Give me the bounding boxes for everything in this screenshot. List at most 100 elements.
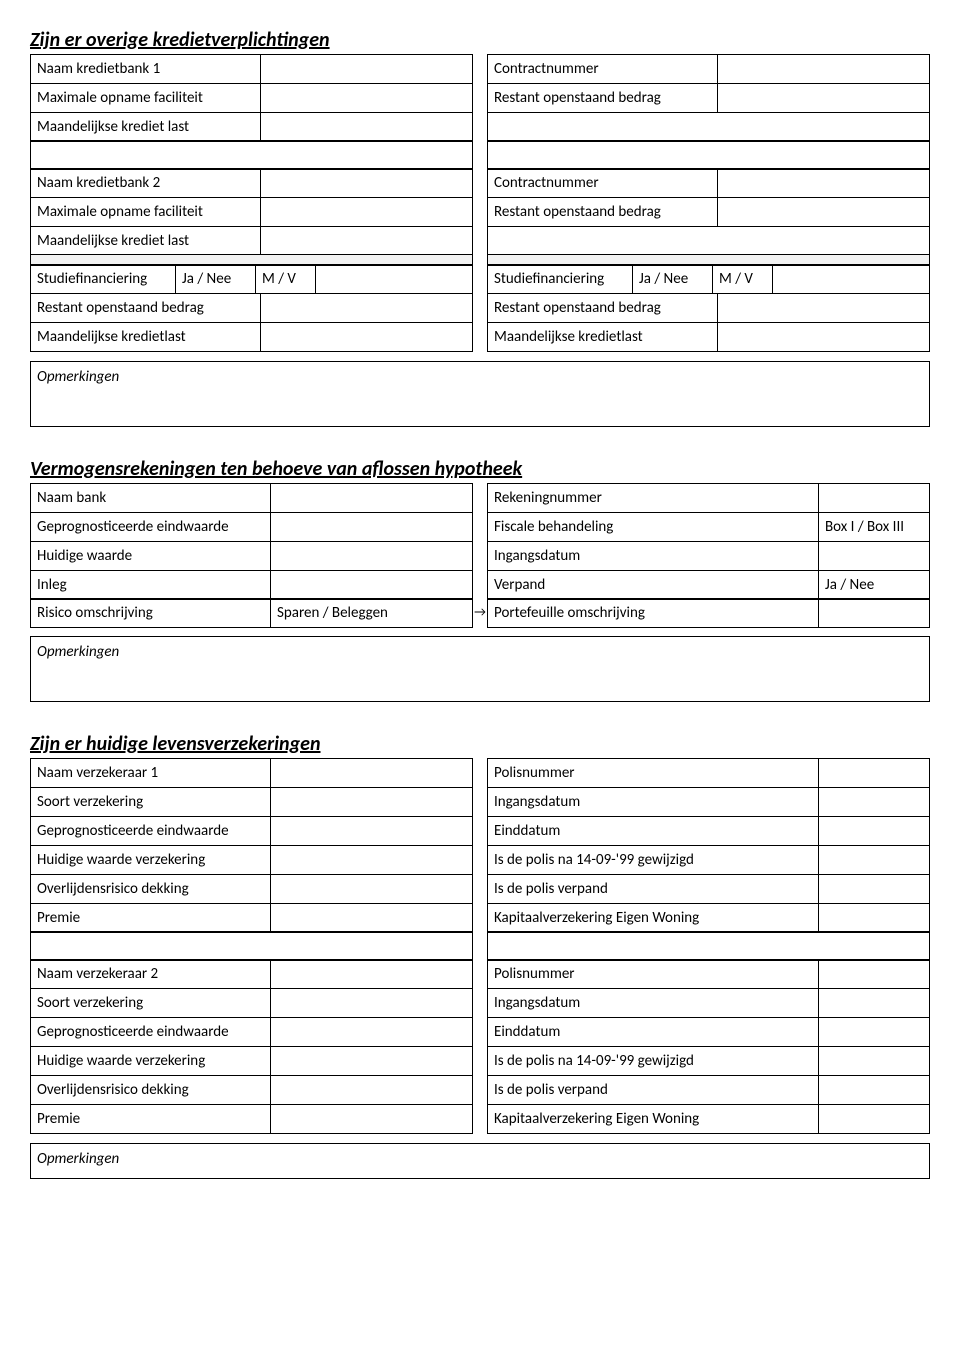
field-value[interactable] bbox=[819, 1105, 929, 1133]
field-value[interactable] bbox=[819, 788, 929, 816]
field-value[interactable] bbox=[271, 875, 472, 903]
field-value[interactable] bbox=[271, 1018, 472, 1046]
field-value[interactable] bbox=[718, 198, 929, 226]
field-value[interactable] bbox=[819, 1076, 929, 1104]
field-value[interactable] bbox=[261, 323, 472, 351]
field-value[interactable] bbox=[261, 198, 472, 226]
field-label: Geprognosticeerde eindwaarde bbox=[31, 817, 271, 845]
field-value[interactable] bbox=[819, 846, 929, 874]
field-label: Naam bank bbox=[31, 484, 271, 512]
field-value[interactable] bbox=[718, 84, 929, 112]
field-label: Restant openstaand bedrag bbox=[488, 84, 718, 112]
remarks-box[interactable]: Opmerkingen bbox=[30, 1143, 930, 1179]
remarks-box[interactable]: Opmerkingen bbox=[30, 636, 930, 702]
risico-row: Risico omschrijving Sparen / Beleggen → … bbox=[30, 598, 930, 627]
field-value[interactable]: Sparen / Beleggen bbox=[271, 599, 472, 627]
field-value[interactable] bbox=[261, 294, 472, 322]
field-label: Huidige waarde verzekering bbox=[31, 846, 271, 874]
field-value[interactable] bbox=[271, 1076, 472, 1104]
field-option[interactable]: M / V bbox=[256, 265, 316, 293]
field-label: Maandelijkse kredietlast bbox=[31, 323, 261, 351]
field-value[interactable]: Box I / Box III bbox=[819, 513, 929, 541]
field-value[interactable] bbox=[819, 599, 929, 627]
field-value[interactable] bbox=[271, 542, 472, 570]
field-label: Kapitaalverzekering Eigen Woning bbox=[488, 904, 819, 932]
field-label: Restant openstaand bedrag bbox=[488, 198, 718, 226]
field-value[interactable] bbox=[271, 484, 472, 512]
field-label: Maximale opname faciliteit bbox=[31, 84, 261, 112]
field-value[interactable] bbox=[819, 817, 929, 845]
field-value[interactable] bbox=[271, 759, 472, 787]
field-label: Maandelijkse krediet last bbox=[31, 227, 261, 255]
field-value[interactable] bbox=[819, 875, 929, 903]
field-option[interactable]: Ja / Nee bbox=[633, 265, 713, 293]
field-value[interactable] bbox=[271, 571, 472, 599]
field-label: Rekeningnummer bbox=[488, 484, 819, 512]
field-label: Naam verzekeraar 2 bbox=[31, 960, 271, 988]
field-value[interactable] bbox=[271, 1047, 472, 1075]
field-option[interactable]: M / V bbox=[713, 265, 773, 293]
field-value[interactable] bbox=[819, 759, 929, 787]
empty-row bbox=[487, 112, 930, 142]
field-label: Polisnummer bbox=[488, 960, 819, 988]
field-value[interactable] bbox=[271, 513, 472, 541]
field-label: Huidige waarde verzekering bbox=[31, 1047, 271, 1075]
arrow-icon: → bbox=[473, 605, 487, 620]
field-value[interactable] bbox=[261, 55, 472, 83]
field-label: Geprognosticeerde eindwaarde bbox=[31, 513, 271, 541]
field-label: Polisnummer bbox=[488, 759, 819, 787]
field-value[interactable] bbox=[819, 989, 929, 1017]
field-label: Is de polis na 14-09-'99 gewijzigd bbox=[488, 846, 819, 874]
field-label: Maandelijkse krediet last bbox=[31, 113, 261, 141]
field-label: Geprognosticeerde eindwaarde bbox=[31, 1018, 271, 1046]
credit-bank1: Naam kredietbank 1 Maximale opname facil… bbox=[30, 54, 930, 141]
field-label: Kapitaalverzekering Eigen Woning bbox=[488, 1105, 819, 1133]
field-value[interactable] bbox=[718, 323, 929, 351]
field-option[interactable]: Ja / Nee bbox=[176, 265, 256, 293]
field-value[interactable] bbox=[819, 904, 929, 932]
field-value[interactable] bbox=[718, 55, 929, 83]
field-value[interactable] bbox=[819, 1018, 929, 1046]
field-value[interactable] bbox=[271, 788, 472, 816]
remarks-box[interactable]: Opmerkingen bbox=[30, 361, 930, 427]
field-value[interactable] bbox=[261, 227, 472, 255]
field-label: Ingangsdatum bbox=[488, 788, 819, 816]
field-label: Naam kredietbank 2 bbox=[31, 169, 261, 197]
field-value[interactable] bbox=[773, 265, 929, 293]
field-label: Ingangsdatum bbox=[488, 989, 819, 1017]
field-value[interactable] bbox=[819, 484, 929, 512]
field-label: Restant openstaand bedrag bbox=[488, 294, 718, 322]
field-value[interactable] bbox=[271, 846, 472, 874]
field-value[interactable]: Ja / Nee bbox=[819, 571, 929, 599]
field-label: Einddatum bbox=[488, 1018, 819, 1046]
field-value[interactable] bbox=[718, 294, 929, 322]
field-value[interactable] bbox=[271, 1105, 472, 1133]
field-label: Is de polis na 14-09-'99 gewijzigd bbox=[488, 1047, 819, 1075]
field-value[interactable] bbox=[819, 960, 929, 988]
field-value[interactable] bbox=[261, 113, 472, 141]
field-value[interactable] bbox=[316, 265, 472, 293]
empty-row bbox=[487, 226, 930, 256]
field-label: Naam verzekeraar 1 bbox=[31, 759, 271, 787]
field-label: Premie bbox=[31, 904, 271, 932]
field-value[interactable] bbox=[271, 817, 472, 845]
field-label: Maximale opname faciliteit bbox=[31, 198, 261, 226]
field-label: Einddatum bbox=[488, 817, 819, 845]
field-value[interactable] bbox=[819, 1047, 929, 1075]
insurance-1: Naam verzekeraar 1 Soort verzekering Gep… bbox=[30, 758, 930, 932]
field-value[interactable] bbox=[261, 84, 472, 112]
field-label: Overlijdensrisico dekking bbox=[31, 875, 271, 903]
field-value[interactable] bbox=[271, 904, 472, 932]
field-value[interactable] bbox=[271, 989, 472, 1017]
field-label: Risico omschrijving bbox=[31, 599, 271, 627]
field-label: Inleg bbox=[31, 571, 271, 599]
field-value[interactable] bbox=[718, 169, 929, 197]
assets-block: Naam bank Geprognosticeerde eindwaarde H… bbox=[30, 483, 930, 599]
field-label: Fiscale behandeling bbox=[488, 513, 819, 541]
insurance-2: Naam verzekeraar 2 Soort verzekering Gep… bbox=[30, 959, 930, 1133]
field-value[interactable] bbox=[271, 960, 472, 988]
field-label: Overlijdensrisico dekking bbox=[31, 1076, 271, 1104]
field-label: Huidige waarde bbox=[31, 542, 271, 570]
field-value[interactable] bbox=[819, 542, 929, 570]
field-value[interactable] bbox=[261, 169, 472, 197]
